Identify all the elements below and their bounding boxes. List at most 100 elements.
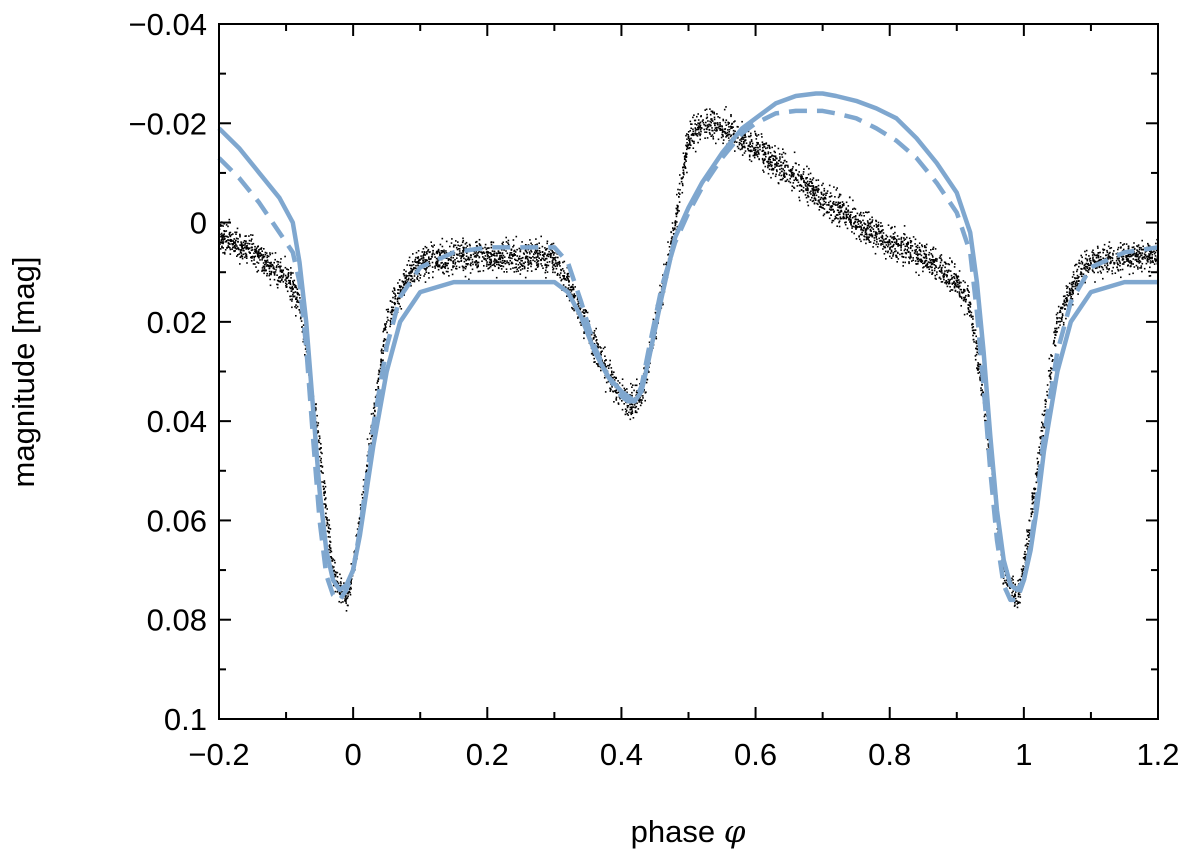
data-point xyxy=(747,149,750,152)
data-point xyxy=(1040,426,1043,429)
data-point xyxy=(818,199,820,201)
data-point xyxy=(941,281,944,283)
data-point xyxy=(775,169,778,171)
data-point xyxy=(329,541,332,543)
data-point xyxy=(938,266,941,268)
data-point xyxy=(279,265,281,268)
data-point xyxy=(849,215,851,217)
data-point xyxy=(941,266,943,269)
data-point xyxy=(1151,257,1153,260)
data-point xyxy=(813,189,815,192)
data-point xyxy=(876,241,878,243)
data-point xyxy=(597,344,599,346)
data-point xyxy=(818,188,820,191)
data-point xyxy=(769,152,772,154)
data-point xyxy=(1016,603,1018,605)
data-point xyxy=(421,251,424,253)
data-point xyxy=(1154,251,1157,254)
data-point xyxy=(1107,256,1109,258)
data-point xyxy=(417,260,419,263)
data-point xyxy=(626,388,628,390)
data-point xyxy=(630,408,633,410)
data-point xyxy=(870,221,873,224)
data-point xyxy=(769,156,772,159)
data-point xyxy=(784,152,787,155)
data-point xyxy=(924,264,927,267)
data-point xyxy=(545,266,547,269)
data-point xyxy=(788,169,790,172)
data-point xyxy=(696,135,699,137)
data-point xyxy=(573,293,576,295)
data-point xyxy=(523,262,525,265)
data-point xyxy=(866,225,869,227)
data-point xyxy=(223,238,226,241)
data-point xyxy=(918,249,921,252)
data-point xyxy=(1151,253,1154,256)
data-point xyxy=(493,258,496,261)
data-point xyxy=(404,280,407,282)
data-point xyxy=(373,414,376,417)
data-point xyxy=(809,172,812,175)
data-point xyxy=(682,176,684,178)
data-point xyxy=(719,125,721,128)
data-point xyxy=(860,227,863,230)
data-point xyxy=(408,274,411,277)
data-point xyxy=(684,167,687,169)
data-point xyxy=(1080,268,1083,270)
data-point xyxy=(370,442,372,444)
data-point xyxy=(567,278,569,280)
data-point xyxy=(229,235,232,238)
data-point xyxy=(519,257,521,260)
data-point xyxy=(798,199,801,202)
data-point xyxy=(750,160,753,163)
data-point xyxy=(442,266,444,268)
data-point xyxy=(527,261,529,263)
data-point xyxy=(555,256,557,259)
data-point xyxy=(577,317,579,319)
data-point xyxy=(836,225,838,227)
data-point xyxy=(1043,426,1045,429)
data-point xyxy=(519,269,522,271)
data-point xyxy=(244,244,246,246)
data-point xyxy=(872,228,875,230)
data-point xyxy=(229,238,232,241)
data-point xyxy=(849,218,852,220)
data-point xyxy=(1026,542,1028,545)
data-point xyxy=(848,219,850,221)
data-point xyxy=(293,284,295,286)
data-point xyxy=(926,262,929,265)
data-point xyxy=(465,247,467,249)
data-point xyxy=(476,262,478,264)
data-point xyxy=(374,396,377,398)
data-point xyxy=(255,247,258,250)
data-point xyxy=(330,556,332,558)
data-point xyxy=(596,342,598,344)
data-point xyxy=(613,401,615,403)
data-point xyxy=(430,241,432,243)
data-point xyxy=(853,216,855,218)
data-point xyxy=(890,249,893,252)
data-point xyxy=(972,315,974,318)
data-point xyxy=(583,337,585,340)
data-point xyxy=(842,216,845,218)
data-point xyxy=(387,319,389,321)
data-point xyxy=(455,240,457,242)
data-point xyxy=(347,595,349,597)
data-point xyxy=(607,364,609,367)
data-point xyxy=(551,243,553,245)
data-point xyxy=(1136,250,1139,252)
data-point xyxy=(250,256,252,259)
data-point xyxy=(247,242,249,245)
data-point xyxy=(823,190,826,192)
data-point xyxy=(525,257,528,259)
data-point xyxy=(769,147,771,150)
data-point xyxy=(563,272,566,274)
data-point xyxy=(1099,256,1102,258)
data-point xyxy=(684,166,686,168)
data-point xyxy=(1061,320,1063,322)
data-point xyxy=(339,573,341,576)
data-point xyxy=(557,272,559,275)
data-point xyxy=(800,185,803,187)
data-point xyxy=(845,207,848,210)
data-point xyxy=(379,367,382,370)
